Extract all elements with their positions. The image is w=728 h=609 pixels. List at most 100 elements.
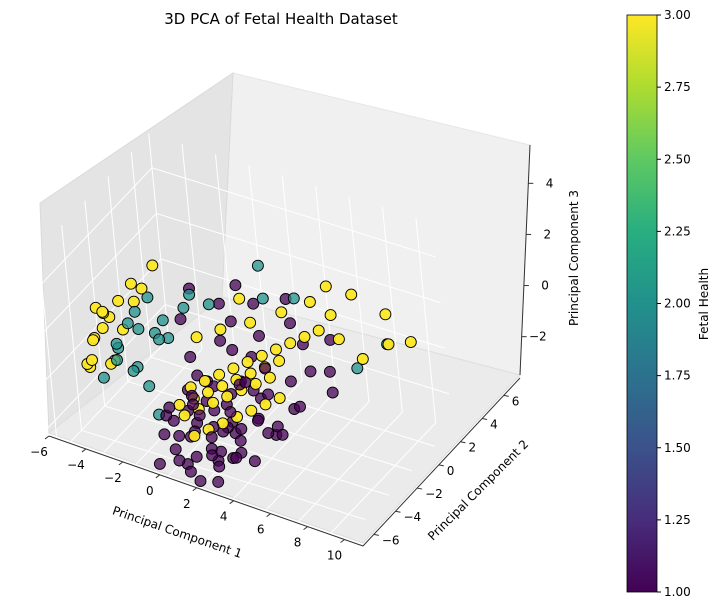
x-tick-mark: [303, 526, 308, 530]
scatter-point: [127, 295, 140, 308]
scatter-point: [188, 429, 201, 442]
scatter-point: [245, 404, 258, 417]
y-axis-line: [362, 377, 521, 547]
scatter-point: [111, 354, 123, 366]
scatter-point: [312, 324, 325, 337]
scatter-point: [127, 364, 140, 377]
y-tick-label: −4: [403, 510, 421, 524]
y-tick-mark: [417, 487, 423, 490]
scatter-point: [163, 401, 176, 414]
scatter-point: [284, 375, 297, 388]
scatter-point: [212, 475, 225, 488]
scatter-point: [275, 306, 288, 319]
colorbar-tick-label: 2.25: [664, 224, 691, 238]
scatter-point: [187, 398, 199, 411]
x-tick-mark: [192, 487, 198, 492]
scatter-point: [158, 428, 171, 441]
scatter-point: [153, 333, 166, 346]
colorbar-tick-label: 2.00: [664, 297, 691, 311]
x-tick-mark: [118, 461, 124, 466]
scatter-point: [247, 297, 260, 310]
z-tick-label: 0: [541, 279, 549, 293]
scatter-point: [198, 375, 211, 387]
scatter-point: [227, 362, 240, 375]
scatter-point: [87, 334, 100, 347]
y-tick-mark: [395, 510, 401, 513]
scatter-point: [141, 291, 154, 304]
z-axis-ticks: −2 0 2 4: [521, 176, 553, 344]
y-tick-label: −2: [425, 487, 443, 501]
scatter-point: [273, 392, 286, 405]
scatter-point: [273, 354, 286, 367]
scatter-point: [202, 298, 215, 311]
z-tick-label: 2: [543, 227, 551, 241]
scatter-point: [319, 280, 332, 293]
scatter-point: [270, 343, 282, 356]
x-tick-label: −6: [30, 445, 48, 459]
scatter-point: [110, 337, 123, 350]
scatter-point: [221, 390, 234, 403]
x-tick-label: −4: [67, 458, 85, 472]
colorbar-tick-label: 3.00: [664, 8, 691, 22]
scatter-point: [253, 329, 265, 342]
scatter-point: [382, 338, 395, 351]
y-tick-label: 6: [512, 394, 520, 408]
colorbar-gradient: [626, 14, 658, 593]
scatter-points: [81, 259, 417, 488]
scatter-point: [239, 376, 252, 389]
scatter-point: [226, 344, 239, 356]
scatter-point: [303, 296, 316, 308]
x-tick-label: −2: [104, 471, 122, 485]
scatter-point: [235, 423, 248, 435]
scatter-point: [224, 315, 237, 328]
gridline: [200, 196, 370, 580]
gridline: [130, 151, 436, 447]
scatter-point: [379, 308, 392, 321]
scatter-point: [202, 386, 214, 399]
scatter-point: [124, 277, 137, 290]
y-tick-mark: [373, 533, 379, 536]
gridline: [14, 273, 320, 569]
colorbar-tick-label: 1.00: [664, 585, 691, 599]
y-tick-mark: [482, 418, 488, 421]
y-tick-label: −6: [382, 533, 400, 547]
x-tick-mark: [340, 539, 345, 543]
scatter-point: [214, 323, 227, 336]
scatter-point: [404, 336, 417, 349]
gridline: [0, 374, 296, 594]
scatter-point: [324, 309, 337, 322]
gridline: [66, 154, 236, 538]
y-tick-label: 2: [468, 441, 476, 455]
scatter-point: [184, 351, 197, 363]
colorbar-tick-label: 2.75: [664, 80, 691, 94]
scatter-point: [234, 434, 247, 447]
scatter-point: [153, 457, 166, 470]
scatter-point: [128, 305, 141, 318]
x-tick-mark: [155, 474, 161, 479]
scatter-point: [259, 362, 272, 375]
scatter-point: [249, 377, 262, 390]
gridline: [267, 217, 437, 601]
scatter-point: [97, 371, 110, 384]
gridline: [107, 176, 412, 472]
scatter-point: [332, 333, 345, 346]
x-axis-ticks: −6 −4 −2 0 2 4 6 8 10: [30, 435, 345, 563]
scatter-point: [284, 337, 297, 350]
scatter-point: [224, 406, 237, 419]
z-tick-label: −2: [529, 330, 547, 344]
scatter-point: [213, 460, 226, 473]
scatter-point: [190, 450, 203, 463]
scatter-point: [173, 454, 186, 467]
gridline: [61, 225, 366, 521]
y-tick-label: 0: [447, 464, 455, 478]
scatter-point: [174, 313, 187, 326]
y-tick-mark: [503, 394, 509, 397]
colorbar: 1.00 1.25 1.50 1.75 2.00 2.25 2.50 2.75 3.00 Fet…: [626, 8, 711, 599]
scatter-point: [169, 443, 182, 456]
scatter-point: [216, 380, 229, 393]
scatter-point: [251, 259, 264, 272]
gridline: [0, 258, 445, 429]
x-tick-label: 0: [146, 484, 154, 498]
scatter-point: [304, 365, 317, 378]
scatter-point: [351, 362, 364, 375]
